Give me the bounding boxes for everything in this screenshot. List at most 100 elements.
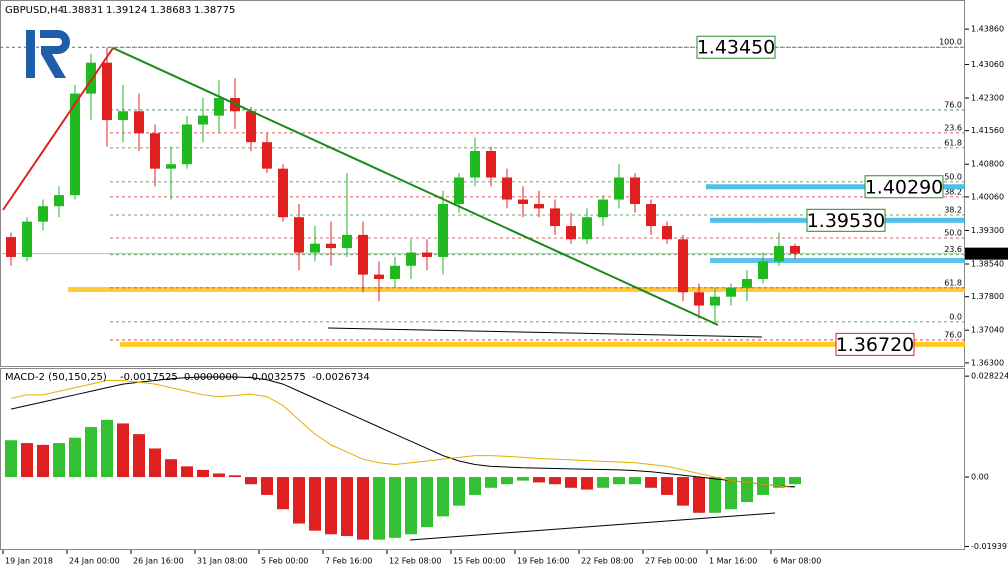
x-tick-label: 27 Feb 00:00 xyxy=(645,557,697,566)
indicator-value: 0.0000000 xyxy=(184,372,238,383)
histogram-bar xyxy=(133,434,145,478)
histogram-bar xyxy=(325,477,337,535)
candle-body xyxy=(518,199,528,204)
histogram-bar xyxy=(21,443,33,478)
candle-body xyxy=(22,221,32,257)
y-tick-label: 1.37040 xyxy=(971,326,1004,335)
macd-line xyxy=(10,380,796,489)
fib-label: 0.0 xyxy=(949,312,962,321)
histogram-bar xyxy=(309,477,321,531)
y-tick-label: 1.40060 xyxy=(971,192,1004,201)
logo-bar xyxy=(26,30,35,78)
candle-body xyxy=(726,287,736,297)
logo xyxy=(26,30,70,78)
ohlc-value: 1.38683 xyxy=(150,5,191,16)
candle-body xyxy=(678,239,688,293)
fib-label: 61.8 xyxy=(944,138,962,147)
histogram-bar xyxy=(229,475,241,478)
histogram-bar xyxy=(533,477,545,483)
candle-body xyxy=(246,111,256,143)
y-tick-label: 1.37800 xyxy=(971,292,1004,301)
resistance-zone xyxy=(710,258,965,263)
candle-body xyxy=(774,245,784,262)
fib-label: 38.2 xyxy=(944,187,962,196)
logo-r xyxy=(40,30,70,78)
indicator-value: -0.0017525 xyxy=(120,372,178,383)
histogram-bar xyxy=(5,440,17,478)
candle-body xyxy=(566,226,576,240)
x-tick-label: 26 Jan 16:00 xyxy=(133,557,184,566)
histogram-bar xyxy=(101,419,113,478)
ohlc-value: 1.39124 xyxy=(106,5,147,16)
histogram-bar xyxy=(565,477,577,488)
candle-body xyxy=(406,252,416,266)
candle-body xyxy=(502,177,512,200)
x-tick-label: 15 Feb 00:00 xyxy=(453,557,505,566)
drawings xyxy=(2,30,776,541)
price-box-label: 1.40290 xyxy=(865,176,944,198)
trend-line xyxy=(112,47,719,326)
histogram-bar xyxy=(549,477,561,485)
histogram-bar xyxy=(485,477,497,488)
histogram-bar xyxy=(437,477,449,517)
candle-body xyxy=(214,98,224,116)
trend-line xyxy=(327,327,763,338)
histogram-bar xyxy=(709,477,721,513)
ohlc-value: 1.38775 xyxy=(194,5,235,16)
candle-body xyxy=(534,203,544,209)
x-tick-label: 22 Feb 08:00 xyxy=(581,557,633,566)
candle-body xyxy=(310,243,320,253)
trend-line xyxy=(2,47,114,211)
histogram-bar xyxy=(85,426,97,478)
y-tick-label: 0.028224 xyxy=(971,372,1008,381)
y-tick-label: 1.42300 xyxy=(971,94,1004,103)
x-tick-label: 31 Jan 08:00 xyxy=(197,557,248,566)
candle-body xyxy=(70,93,80,196)
candle-body xyxy=(38,206,48,222)
histogram-bar xyxy=(261,477,273,495)
candle-body xyxy=(150,133,160,169)
last-price-box xyxy=(965,247,1008,260)
fib-label: 61.8 xyxy=(944,278,962,287)
candle-body xyxy=(390,265,400,280)
x-tick-label: 12 Feb 08:00 xyxy=(389,557,441,566)
price-zone xyxy=(706,184,965,190)
histogram-bar xyxy=(149,448,161,478)
candle-body xyxy=(742,279,752,288)
plot-layer: 100.0 76.0 61.8 50.0 38.2 23.6 0.0 23.6 38.2 50.0… xyxy=(0,38,965,540)
histogram-bar xyxy=(757,477,769,495)
histogram-bar xyxy=(69,437,81,478)
histogram-bar xyxy=(357,477,369,540)
candle-body xyxy=(582,217,592,240)
fib-label: 50.0 xyxy=(944,172,962,181)
price-zone xyxy=(120,341,965,347)
fib-label: 50.0 xyxy=(944,228,962,237)
histogram-bar xyxy=(389,477,401,538)
histogram-bar xyxy=(645,477,657,488)
candle-body xyxy=(326,243,336,249)
candle-body xyxy=(630,177,640,204)
x-tick-label: 6 Mar 08:00 xyxy=(773,557,821,566)
price-panel xyxy=(0,0,965,367)
candle-body xyxy=(438,203,448,257)
candle-body xyxy=(6,237,16,257)
last-price-label: 1.38775 xyxy=(968,249,1001,258)
candle-body xyxy=(710,296,720,306)
candle-body xyxy=(790,245,800,254)
fib-label: 38.2 xyxy=(944,206,962,215)
candle-body xyxy=(102,62,112,121)
candle-body xyxy=(134,111,144,134)
price-box-label: 1.43450 xyxy=(697,37,776,59)
candle-body xyxy=(86,62,96,94)
candle-body xyxy=(166,164,176,169)
histogram-bar xyxy=(53,443,65,478)
y-tick-label: 1.36300 xyxy=(971,358,1004,367)
price-box xyxy=(835,332,915,356)
support-zone xyxy=(68,287,965,292)
candle-body xyxy=(422,252,432,257)
candle-body xyxy=(758,261,768,280)
histogram-bar xyxy=(293,477,305,524)
candle-body xyxy=(550,208,560,227)
